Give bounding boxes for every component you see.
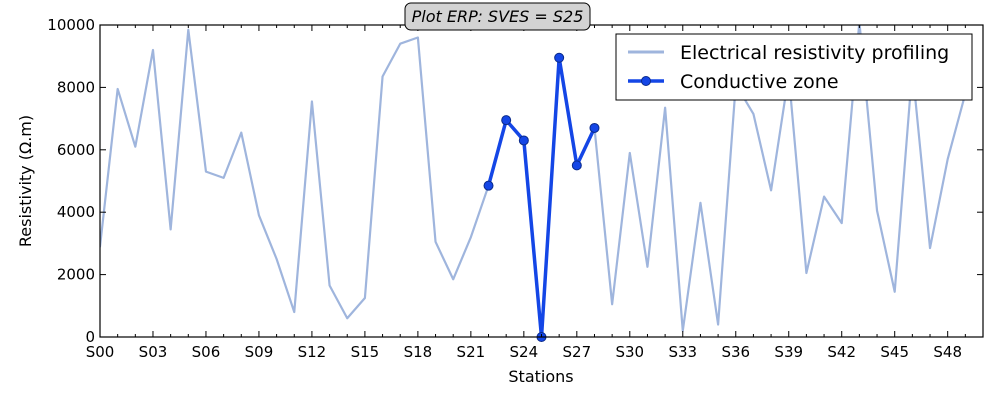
x-tick-label: S36 xyxy=(721,343,750,361)
y-tick-label: 6000 xyxy=(57,141,95,159)
x-tick-label: S33 xyxy=(668,343,697,361)
chart-title: Plot ERP: SVES = S25 xyxy=(404,2,591,31)
y-tick-label: 4000 xyxy=(57,203,95,221)
y-tick-label: 2000 xyxy=(57,266,95,284)
y-tick-label: 0 xyxy=(85,328,95,346)
x-tick-label: S15 xyxy=(351,343,380,361)
y-tick-label: 8000 xyxy=(57,78,95,96)
x-axis: S00 S03 S06 S09 S12 S15 S18 S21 S24 S27 S30 S33 S36 S… xyxy=(86,25,966,361)
x-tick-label: S12 xyxy=(298,343,327,361)
chart-title-box xyxy=(404,2,591,31)
x-tick-label: S30 xyxy=(615,343,644,361)
x-tick-label: S00 xyxy=(86,343,115,361)
y-tick-label: 10000 xyxy=(47,16,95,34)
conductive-zone-point xyxy=(571,160,582,171)
legend: Electrical resistivity profiling Conduct… xyxy=(615,33,973,101)
y-axis: 0 2000 4000 6000 8000 10000 xyxy=(47,16,983,346)
x-tick-label: S27 xyxy=(563,343,592,361)
x-tick-label: S09 xyxy=(245,343,274,361)
x-tick-label: S45 xyxy=(880,343,909,361)
conductive-zone-line xyxy=(486,56,597,337)
x-axis-title: Stations xyxy=(508,367,573,386)
x-tick-label: S48 xyxy=(933,343,962,361)
conductive-zone-point xyxy=(483,180,494,191)
x-tick-label: S18 xyxy=(404,343,433,361)
conductive-zone-point xyxy=(518,135,529,146)
chart-title-text: Plot ERP: SVES = S25 xyxy=(412,7,584,26)
x-tick-label: S03 xyxy=(139,343,168,361)
x-tick-label: S39 xyxy=(774,343,803,361)
x-tick-label: S21 xyxy=(457,343,486,361)
legend-label-conductive: Conductive zone xyxy=(680,71,839,93)
legend-box xyxy=(615,33,973,101)
x-tick-label: S42 xyxy=(827,343,856,361)
y-axis-title: Resistivity (Ω.m) xyxy=(16,115,35,247)
marker-layer xyxy=(483,52,600,342)
conductive-zone-point xyxy=(501,115,512,126)
legend-marker-conductive xyxy=(641,76,651,86)
conductive-zone-point xyxy=(589,122,600,133)
x-tick-label: S06 xyxy=(192,343,221,361)
conductive-zone-point xyxy=(554,52,565,63)
x-tick-label: S24 xyxy=(510,343,539,361)
legend-label-erp: Electrical resistivity profiling xyxy=(680,42,949,64)
